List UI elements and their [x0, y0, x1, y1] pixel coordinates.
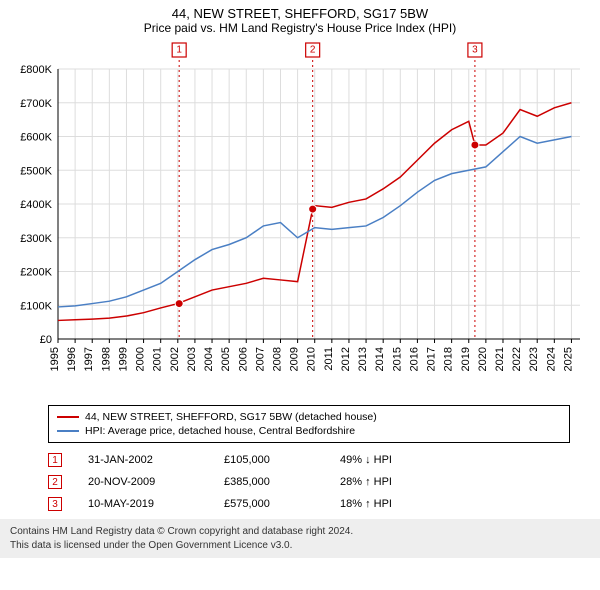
svg-text:2023: 2023 [528, 347, 540, 371]
svg-text:2018: 2018 [443, 347, 455, 371]
svg-text:£200K: £200K [20, 267, 52, 279]
svg-text:2001: 2001 [152, 347, 164, 371]
svg-text:1997: 1997 [83, 347, 95, 371]
svg-text:2006: 2006 [237, 347, 249, 371]
event-price: £385,000 [224, 476, 314, 488]
svg-text:2: 2 [310, 45, 316, 56]
svg-text:2017: 2017 [426, 347, 438, 371]
event-hpi: 18% ↑ HPI [340, 498, 392, 510]
legend-label: HPI: Average price, detached house, Cent… [85, 425, 355, 437]
event-marker-icon: 1 [48, 453, 62, 467]
svg-text:£600K: £600K [20, 132, 52, 144]
svg-text:£700K: £700K [20, 98, 52, 110]
svg-text:1: 1 [176, 45, 182, 56]
chart-plot: £0 £100K £200K £300K £400K £500K £600K £700K £80… [10, 39, 590, 399]
legend: 44, NEW STREET, SHEFFORD, SG17 5BW (deta… [48, 405, 570, 443]
svg-text:2025: 2025 [562, 347, 574, 371]
svg-text:2013: 2013 [357, 347, 369, 371]
svg-text:£300K: £300K [20, 233, 52, 245]
event-date: 10-MAY-2019 [88, 498, 198, 510]
event-date: 20-NOV-2009 [88, 476, 198, 488]
chart-svg: £0 £100K £200K £300K £400K £500K £600K £700K £80… [10, 39, 590, 399]
footer-line: Contains HM Land Registry data © Crown c… [10, 525, 590, 539]
svg-text:2010: 2010 [306, 347, 318, 371]
footer: Contains HM Land Registry data © Crown c… [0, 519, 600, 558]
svg-text:2016: 2016 [408, 347, 420, 371]
event-row: 2 20-NOV-2009 £385,000 28% ↑ HPI [48, 471, 570, 493]
svg-text:£500K: £500K [20, 165, 52, 177]
svg-text:1998: 1998 [100, 347, 112, 371]
footer-line: This data is licensed under the Open Gov… [10, 539, 590, 553]
legend-label: 44, NEW STREET, SHEFFORD, SG17 5BW (deta… [85, 411, 377, 423]
events-table: 1 31-JAN-2002 £105,000 49% ↓ HPI 2 20-NO… [48, 449, 570, 515]
event-row: 3 10-MAY-2019 £575,000 18% ↑ HPI [48, 493, 570, 515]
svg-text:£0: £0 [40, 334, 52, 346]
event-marker-icon: 2 [48, 475, 62, 489]
event-marker-icon: 3 [48, 497, 62, 511]
event-hpi: 28% ↑ HPI [340, 476, 392, 488]
svg-text:£100K: £100K [20, 300, 52, 312]
legend-swatch [57, 416, 79, 418]
event-price: £105,000 [224, 454, 314, 466]
svg-text:2021: 2021 [494, 347, 506, 371]
svg-text:2000: 2000 [135, 347, 147, 371]
svg-text:2004: 2004 [203, 347, 215, 371]
event-date: 31-JAN-2002 [88, 454, 198, 466]
svg-text:1995: 1995 [49, 347, 61, 371]
svg-text:2003: 2003 [186, 347, 198, 371]
svg-text:2002: 2002 [169, 347, 181, 371]
svg-text:2009: 2009 [289, 347, 301, 371]
chart-title: 44, NEW STREET, SHEFFORD, SG17 5BW [0, 0, 600, 21]
chart-container: 44, NEW STREET, SHEFFORD, SG17 5BW Price… [0, 0, 600, 558]
svg-text:£400K: £400K [20, 199, 52, 211]
svg-text:2008: 2008 [271, 347, 283, 371]
svg-text:£800K: £800K [20, 64, 52, 76]
legend-swatch [57, 430, 79, 432]
svg-text:2014: 2014 [374, 347, 386, 371]
svg-text:2024: 2024 [545, 347, 557, 371]
svg-text:2007: 2007 [254, 347, 266, 371]
svg-text:1999: 1999 [117, 347, 129, 371]
chart-subtitle: Price paid vs. HM Land Registry's House … [0, 21, 600, 39]
event-row: 1 31-JAN-2002 £105,000 49% ↓ HPI [48, 449, 570, 471]
svg-text:2011: 2011 [323, 347, 335, 371]
legend-row: 44, NEW STREET, SHEFFORD, SG17 5BW (deta… [57, 410, 561, 424]
event-hpi: 49% ↓ HPI [340, 454, 392, 466]
svg-text:2019: 2019 [460, 347, 472, 371]
svg-text:2015: 2015 [391, 347, 403, 371]
svg-text:2022: 2022 [511, 347, 523, 371]
svg-text:3: 3 [472, 45, 478, 56]
legend-row: HPI: Average price, detached house, Cent… [57, 424, 561, 438]
event-price: £575,000 [224, 498, 314, 510]
svg-text:2005: 2005 [220, 347, 232, 371]
svg-text:1996: 1996 [66, 347, 78, 371]
svg-text:2012: 2012 [340, 347, 352, 371]
svg-text:2020: 2020 [477, 347, 489, 371]
